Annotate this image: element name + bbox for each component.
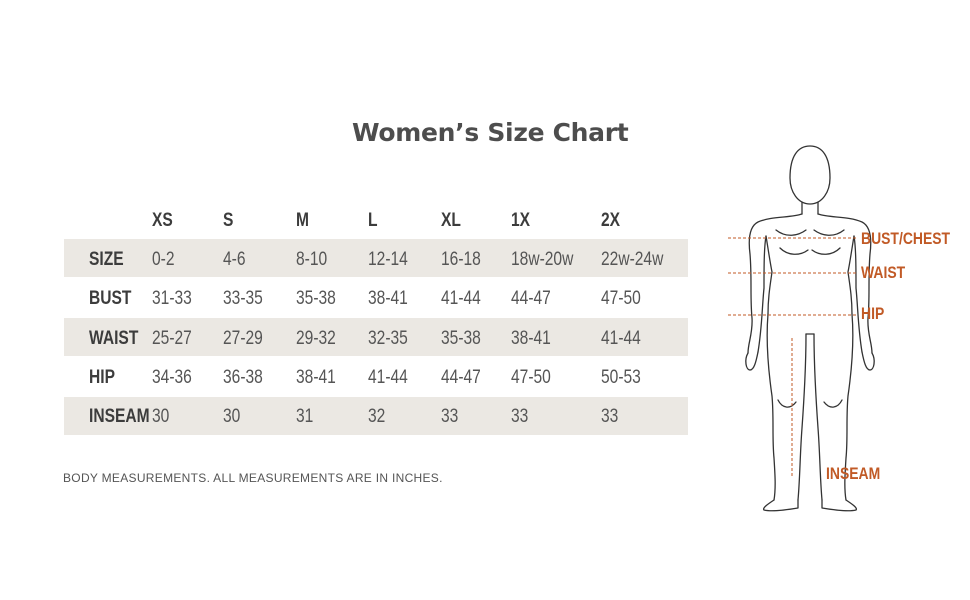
table-cell: 47-50 xyxy=(601,288,641,309)
size-header-1x: 1X xyxy=(511,210,531,231)
row-label-size: SIZE xyxy=(89,249,124,270)
table-cell: 16-18 xyxy=(441,249,481,270)
row-label-inseam: INSEAM xyxy=(89,406,150,427)
page-title: Women’s Size Chart xyxy=(352,118,629,147)
size-header-m: M xyxy=(296,210,309,231)
table-cell: 36-38 xyxy=(223,367,263,388)
size-header-xs: XS xyxy=(152,210,173,231)
table-cell: 35-38 xyxy=(296,288,336,309)
table-cell: 38-41 xyxy=(511,328,551,349)
table-cell: 41-44 xyxy=(601,328,641,349)
row-band-inseam xyxy=(64,397,688,435)
bust-chest-label: BUST/CHEST xyxy=(861,229,951,248)
table-cell: 41-44 xyxy=(441,288,481,309)
waist-label: WAIST xyxy=(861,263,906,282)
table-cell: 31 xyxy=(296,406,314,427)
body-figure-icon xyxy=(728,145,875,512)
table-cell: 33 xyxy=(601,406,619,427)
table-cell: 18w-20w xyxy=(511,249,574,270)
table-cell: 44-47 xyxy=(511,288,551,309)
row-band-waist xyxy=(64,318,688,356)
table-cell: 32 xyxy=(368,406,386,427)
size-header-2x: 2X xyxy=(601,210,621,231)
table-cell: 44-47 xyxy=(441,367,481,388)
hip-label: HIP xyxy=(861,304,885,323)
table-cell: 4-6 xyxy=(223,249,246,270)
table-cell: 29-32 xyxy=(296,328,336,349)
size-header-xl: XL xyxy=(441,210,461,231)
table-cell: 50-53 xyxy=(601,367,641,388)
measurement-note: BODY MEASUREMENTS. ALL MEASUREMENTS ARE … xyxy=(63,471,443,485)
table-cell: 33 xyxy=(511,406,529,427)
row-label-hip: HIP xyxy=(89,367,115,388)
row-band-size xyxy=(64,239,688,277)
table-cell: 27-29 xyxy=(223,328,263,349)
table-cell: 33-35 xyxy=(223,288,263,309)
table-cell: 8-10 xyxy=(296,249,328,270)
table-cell: 34-36 xyxy=(152,367,192,388)
inseam-label: INSEAM xyxy=(826,464,881,483)
table-cell: 30 xyxy=(152,406,170,427)
table-cell: 25-27 xyxy=(152,328,192,349)
table-cell: 33 xyxy=(441,406,459,427)
size-header-s: S xyxy=(223,210,234,231)
row-label-waist: WAIST xyxy=(89,328,139,349)
table-cell: 38-41 xyxy=(368,288,408,309)
table-cell: 47-50 xyxy=(511,367,551,388)
table-cell: 12-14 xyxy=(368,249,408,270)
table-cell: 38-41 xyxy=(296,367,336,388)
table-cell: 32-35 xyxy=(368,328,408,349)
table-cell: 0-2 xyxy=(152,249,175,270)
table-cell: 30 xyxy=(223,406,241,427)
row-label-bust: BUST xyxy=(89,288,132,309)
size-header-l: L xyxy=(368,210,378,231)
table-cell: 22w-24w xyxy=(601,249,664,270)
table-cell: 35-38 xyxy=(441,328,481,349)
table-cell: 31-33 xyxy=(152,288,192,309)
table-cell: 41-44 xyxy=(368,367,408,388)
